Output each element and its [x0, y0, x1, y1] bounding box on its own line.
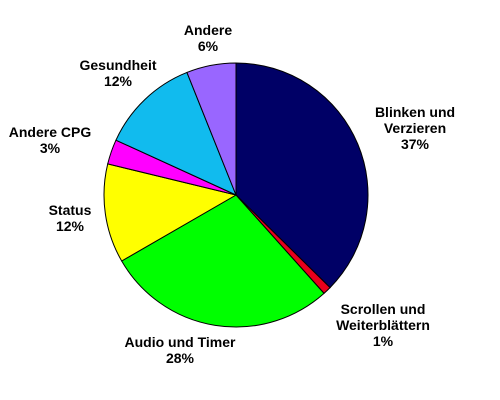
category-label: Audio und Timer: [124, 334, 236, 350]
category-label: Gesundheit: [79, 57, 157, 73]
slice-label: Andere CPG 3%: [0, 124, 105, 156]
value-label: 28%: [165, 350, 195, 366]
value-label: 12%: [103, 73, 133, 89]
value-label: 6%: [197, 38, 219, 54]
slice-label: Blinken und Verzieren 37%: [360, 104, 470, 152]
value-label: 12%: [55, 218, 85, 234]
slice-label: Andere 6%: [158, 22, 258, 54]
value-label: 3%: [39, 140, 61, 156]
category-label: Andere: [183, 22, 233, 38]
category-label: Scrollen und Weiterblättern: [336, 301, 430, 333]
slice-label: Scrollen und Weiterblättern 1%: [323, 301, 443, 349]
slice-label: Status 12%: [20, 202, 120, 234]
pie-slice: [235, 62, 369, 289]
slice-label: Gesundheit 12%: [63, 57, 173, 89]
slice-label: Audio und Timer 28%: [100, 334, 260, 366]
category-label: Blinken und Verzieren: [374, 104, 456, 136]
value-label: 1%: [372, 333, 394, 349]
pie-slice: [186, 62, 237, 196]
pie-slice: [115, 71, 237, 196]
pie-slice: [121, 194, 325, 328]
pie-slice: [103, 163, 238, 262]
value-label: 37%: [400, 136, 430, 152]
category-label: Status: [48, 202, 92, 218]
category-label: Andere CPG: [8, 124, 92, 140]
